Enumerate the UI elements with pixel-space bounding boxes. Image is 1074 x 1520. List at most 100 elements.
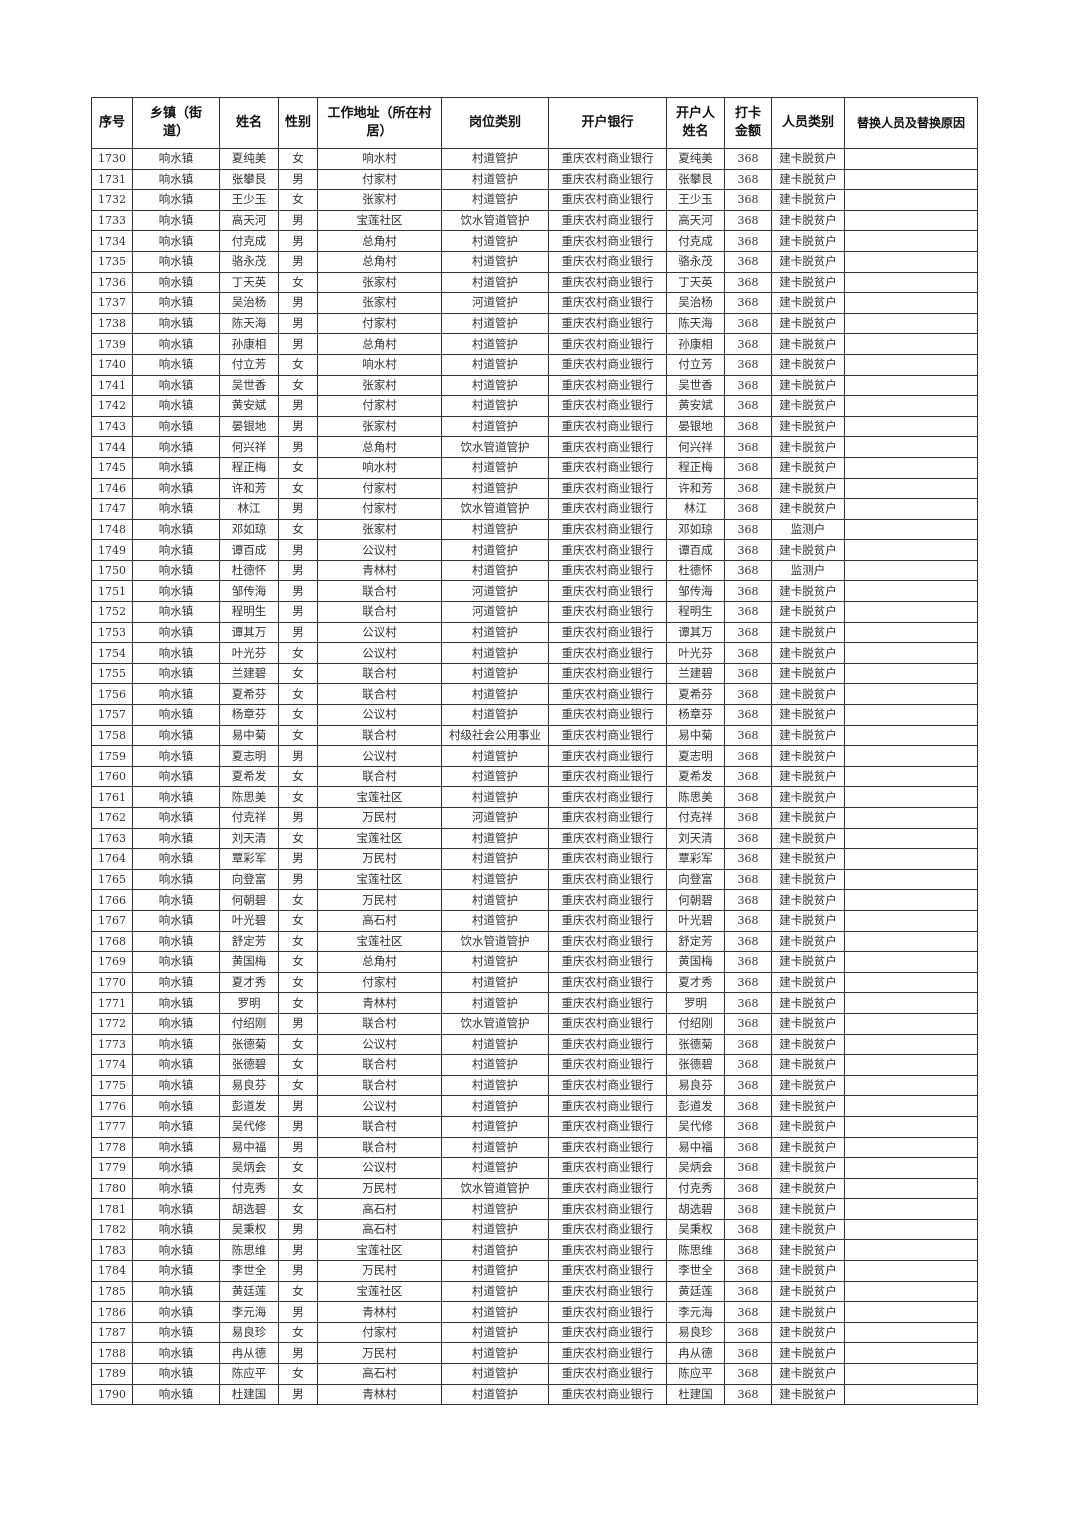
gender-cell: 女	[278, 930, 318, 953]
gender-cell: 男	[278, 559, 318, 582]
person-type-cell: 建卡脱贫户	[771, 1157, 845, 1179]
account-holder-cell: 程正梅	[666, 456, 725, 479]
amount-cell: 368	[724, 765, 772, 788]
post-type-cell: 村道管护	[441, 312, 549, 335]
amount-cell: 368	[724, 353, 772, 376]
table-row: 1736 响水镇 丁天英女张家村 村道管护 重庆农村商业银行 丁天英 368 建卡脱贫户	[91, 271, 978, 294]
person-type-cell: 建卡脱贫户	[771, 395, 845, 417]
amount-cell: 368	[724, 909, 772, 932]
bank-cell: 重庆农村商业银行	[548, 1136, 667, 1159]
table-row: 1780 响水镇 付克秀女万民村 饮水管道管护 重庆农村商业银行 付克秀 368 建卡脱贫户	[91, 1177, 978, 1200]
gender-cell: 男	[278, 601, 318, 623]
account-holder-cell: 易中菊	[666, 724, 725, 747]
table-row: 1733 响水镇 高天河男宝莲社区 饮水管道管护 重庆农村商业银行 高天河 368 建卡脱贫户	[91, 209, 978, 232]
bank-cell: 重庆农村商业银行	[548, 704, 667, 726]
amount-cell: 368	[724, 559, 772, 582]
table-row: 1755 响水镇 兰建碧女联合村 村道管护 重庆农村商业银行 兰建碧 368 建卡脱贫户	[91, 662, 978, 685]
town-cell: 响水镇	[132, 148, 220, 170]
account-holder-cell: 夏希芬	[666, 683, 725, 706]
seq-cell: 1740	[91, 353, 133, 376]
person-type-cell: 建卡脱贫户	[771, 992, 845, 1014]
town-cell: 响水镇	[132, 1301, 220, 1323]
town-cell: 响水镇	[132, 704, 220, 726]
town-cell: 响水镇	[132, 889, 220, 911]
person-type-cell: 建卡脱贫户	[771, 1280, 845, 1303]
work-address-cell: 公议村	[317, 1033, 442, 1056]
table-row: 1740 响水镇 付立芳女响水村 村道管护 重庆农村商业银行 付立芳 368 建卡脱贫户	[91, 353, 978, 376]
account-holder-cell: 付克成	[666, 230, 725, 252]
town-cell: 响水镇	[132, 1177, 220, 1200]
town-cell: 响水镇	[132, 395, 220, 417]
account-holder-cell: 付克祥	[666, 807, 725, 829]
account-holder-cell: 王少玉	[666, 189, 725, 211]
header-person-type: 人员类别	[771, 97, 845, 149]
table-row: 1782 响水镇 吴秉权男高石村 村道管护 重庆农村商业银行 吴秉权 368 建卡脱贫户	[91, 1218, 978, 1241]
replacement-cell	[844, 786, 978, 808]
replacement-cell	[844, 395, 978, 417]
bank-cell: 重庆农村商业银行	[548, 1054, 667, 1076]
town-cell: 响水镇	[132, 518, 220, 541]
post-type-cell: 河道管护	[441, 807, 549, 829]
gender-cell: 男	[278, 168, 318, 191]
table-row: 1773 响水镇 张德菊女公议村 村道管护 重庆农村商业银行 张德菊 368 建卡脱贫户	[91, 1033, 978, 1056]
post-type-cell: 村道管护	[441, 642, 549, 664]
replacement-cell	[844, 724, 978, 747]
seq-cell: 1770	[91, 971, 133, 994]
person-type-cell: 建卡脱贫户	[771, 827, 845, 850]
amount-cell: 368	[724, 456, 772, 479]
amount-cell: 368	[724, 1363, 772, 1385]
person-type-cell: 建卡脱贫户	[771, 1074, 845, 1097]
gender-cell: 女	[278, 1054, 318, 1076]
work-address-cell: 高石村	[317, 1198, 442, 1220]
bank-cell: 重庆农村商业银行	[548, 559, 667, 582]
gender-cell: 男	[278, 1383, 318, 1406]
table-row: 1763 响水镇 刘天清女宝莲社区 村道管护 重庆农村商业银行 刘天清 368 建卡脱贫户	[91, 827, 978, 850]
amount-cell: 368	[724, 971, 772, 994]
replacement-cell	[844, 1198, 978, 1220]
gender-cell: 女	[278, 724, 318, 747]
bank-cell: 重庆农村商业银行	[548, 621, 667, 644]
work-address-cell: 付家村	[317, 498, 442, 520]
person-type-cell: 建卡脱贫户	[771, 1321, 845, 1344]
bank-cell: 重庆农村商业银行	[548, 477, 667, 500]
gender-cell: 女	[278, 765, 318, 788]
person-type-cell: 建卡脱贫户	[771, 807, 845, 829]
town-cell: 响水镇	[132, 807, 220, 829]
account-holder-cell: 兰建碧	[666, 662, 725, 685]
name-cell: 张攀艮	[219, 168, 279, 191]
post-type-cell: 村道管护	[441, 745, 549, 767]
town-cell: 响水镇	[132, 848, 220, 870]
work-address-cell: 总角村	[317, 333, 442, 355]
account-holder-cell: 黄廷莲	[666, 1280, 725, 1303]
seq-cell: 1753	[91, 621, 133, 644]
seq-cell: 1768	[91, 930, 133, 953]
account-holder-cell: 杜德怀	[666, 559, 725, 582]
seq-cell: 1735	[91, 250, 133, 273]
work-address-cell: 青林村	[317, 1301, 442, 1323]
replacement-cell	[844, 1342, 978, 1365]
replacement-cell	[844, 765, 978, 788]
account-holder-cell: 付克秀	[666, 1177, 725, 1200]
town-cell: 响水镇	[132, 1383, 220, 1406]
post-type-cell: 村道管护	[441, 250, 549, 273]
replacement-cell	[844, 580, 978, 603]
table-row: 1758 响水镇 易中菊女联合村 村级社会公用事业 重庆农村商业银行 易中菊 368 建卡脱贫…	[91, 724, 978, 747]
table-row: 1766 响水镇 何朝碧女万民村 村道管护 重庆农村商业银行 何朝碧 368 建卡脱贫户	[91, 889, 978, 911]
name-cell: 彭道发	[219, 1095, 279, 1117]
gender-cell: 女	[278, 1177, 318, 1200]
post-type-cell: 村道管护	[441, 1260, 549, 1282]
town-cell: 响水镇	[132, 1363, 220, 1385]
gender-cell: 女	[278, 889, 318, 911]
account-holder-cell: 吴代修	[666, 1115, 725, 1138]
table-row: 1756 响水镇 夏希芬女联合村 村道管护 重庆农村商业银行 夏希芬 368 建卡脱贫户	[91, 683, 978, 706]
post-type-cell: 村道管护	[441, 1280, 549, 1303]
replacement-cell	[844, 848, 978, 870]
work-address-cell: 联合村	[317, 765, 442, 788]
account-holder-cell: 杜建国	[666, 1383, 725, 1406]
seq-cell: 1785	[91, 1280, 133, 1303]
name-cell: 高天河	[219, 209, 279, 232]
person-type-cell: 建卡脱贫户	[771, 539, 845, 561]
post-type-cell: 村道管护	[441, 1342, 549, 1365]
person-type-cell: 建卡脱贫户	[771, 765, 845, 788]
seq-cell: 1751	[91, 580, 133, 603]
